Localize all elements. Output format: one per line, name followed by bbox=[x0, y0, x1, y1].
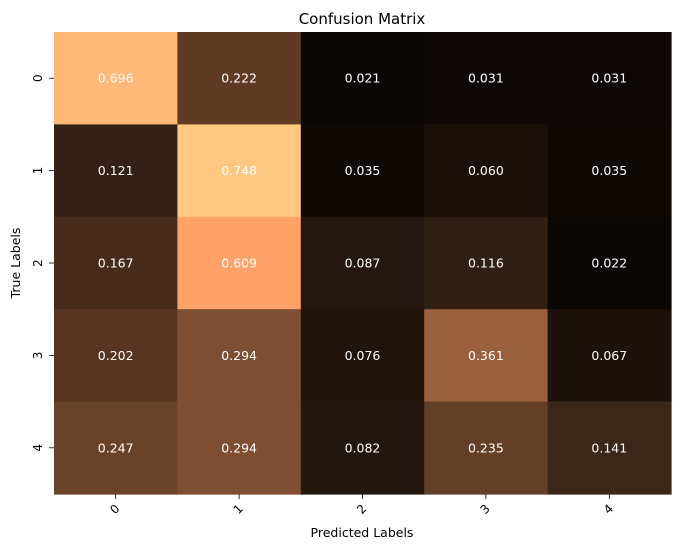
y-tick-label-1: 1 bbox=[31, 167, 45, 175]
heatmap-cell-2-0 bbox=[54, 216, 178, 310]
heatmap-cell-4-2 bbox=[300, 401, 425, 495]
cell-value-3-2: 0.076 bbox=[345, 348, 381, 363]
x-axis-label: Predicted Labels bbox=[311, 525, 414, 540]
heatmap-cell-2-4 bbox=[547, 216, 672, 310]
heatmap-cell-0-1 bbox=[177, 32, 302, 125]
cell-value-1-2: 0.035 bbox=[345, 163, 381, 178]
heatmap-cell-3-0 bbox=[54, 309, 178, 403]
cell-value-3-4: 0.067 bbox=[591, 348, 627, 363]
heatmap-cell-4-1 bbox=[177, 401, 302, 495]
cell-value-3-3: 0.361 bbox=[468, 348, 504, 363]
x-tick-label-4: 4 bbox=[601, 502, 616, 517]
cell-value-2-2: 0.087 bbox=[345, 256, 381, 271]
heatmap-cell-1-4 bbox=[547, 124, 672, 218]
heatmap-cell-0-0 bbox=[54, 32, 178, 125]
heatmap-cell-2-2 bbox=[300, 216, 425, 310]
x-tick-label-2: 2 bbox=[354, 502, 369, 517]
heatmap-cell-0-4 bbox=[547, 32, 672, 125]
cell-value-2-3: 0.116 bbox=[468, 256, 504, 271]
cell-value-1-1: 0.748 bbox=[221, 163, 257, 178]
x-tick-label-0: 0 bbox=[107, 502, 122, 517]
x-tick-label-1: 1 bbox=[231, 502, 246, 517]
cell-value-4-0: 0.247 bbox=[98, 440, 134, 455]
cell-value-1-0: 0.121 bbox=[98, 163, 134, 178]
x-tick-label-3: 3 bbox=[477, 502, 492, 517]
heatmap-cell-2-3 bbox=[424, 216, 549, 310]
heatmap-cell-3-1 bbox=[177, 309, 302, 403]
cell-value-4-3: 0.235 bbox=[468, 440, 504, 455]
y-tick-label-2: 2 bbox=[31, 259, 45, 267]
y-tick-label-0: 0 bbox=[31, 74, 45, 82]
cell-value-3-0: 0.202 bbox=[98, 348, 134, 363]
heatmap-cell-1-3 bbox=[424, 124, 549, 218]
heatmap-cell-0-2 bbox=[300, 32, 425, 125]
cell-value-4-1: 0.294 bbox=[221, 440, 257, 455]
heatmap-cell-4-3 bbox=[424, 401, 549, 495]
y-axis-ticks: 0 1 2 3 4 bbox=[31, 74, 54, 452]
heatmap-cell-4-4 bbox=[547, 401, 672, 495]
cell-value-3-1: 0.294 bbox=[221, 348, 257, 363]
heatmap-cell-1-0 bbox=[54, 124, 178, 218]
cell-value-2-1: 0.609 bbox=[221, 256, 257, 271]
heatmap-cell-3-3 bbox=[424, 309, 549, 403]
cell-value-4-2: 0.082 bbox=[345, 440, 381, 455]
cell-value-0-3: 0.031 bbox=[468, 71, 504, 86]
cell-value-4-4: 0.141 bbox=[591, 440, 627, 455]
cell-value-0-4: 0.031 bbox=[591, 71, 627, 86]
y-tick-label-4: 4 bbox=[31, 444, 45, 452]
cell-value-0-1: 0.222 bbox=[221, 71, 257, 86]
heatmap-cell-0-3 bbox=[424, 32, 549, 125]
heatmap-cell-1-1 bbox=[177, 124, 302, 218]
cell-value-2-4: 0.022 bbox=[591, 256, 627, 271]
heatmap-cell-1-2 bbox=[300, 124, 425, 218]
heatmap-cell-2-1 bbox=[177, 216, 302, 310]
cell-value-0-2: 0.021 bbox=[345, 71, 381, 86]
cell-value-0-0: 0.696 bbox=[98, 71, 134, 86]
y-tick-label-3: 3 bbox=[31, 352, 45, 360]
heatmap-cell-3-4 bbox=[547, 309, 672, 403]
cell-value-1-4: 0.035 bbox=[591, 163, 627, 178]
heatmap-cell-3-2 bbox=[300, 309, 425, 403]
heatmap-cells bbox=[54, 32, 672, 495]
chart-title: Confusion Matrix bbox=[299, 10, 426, 28]
x-axis-ticks: 0 1 2 3 4 bbox=[107, 494, 616, 517]
y-axis-label: True Labels bbox=[8, 228, 23, 300]
cell-value-labels: 0.696 0.222 0.021 0.031 0.031 0.121 0.748 0.035… bbox=[98, 71, 627, 456]
cell-value-1-3: 0.060 bbox=[468, 163, 504, 178]
cell-value-2-0: 0.167 bbox=[98, 256, 134, 271]
heatmap-cell-4-0 bbox=[54, 401, 178, 495]
